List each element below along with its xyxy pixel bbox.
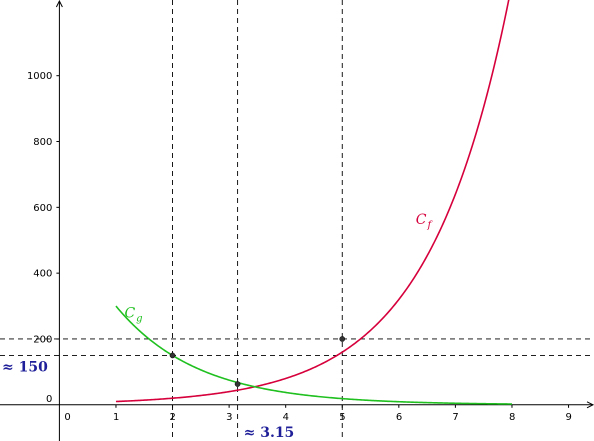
curve-c-g: [115, 305, 512, 405]
chart-labels: Cf Cg ≈ 150 ≈ 3.15: [2, 212, 434, 441]
x-tick-label: 9: [566, 412, 572, 423]
y-tick-label: 800: [33, 137, 52, 148]
x-tick-label: 4: [283, 412, 289, 423]
curve-label-c-g: Cg: [124, 306, 142, 325]
x-tick-label: 2: [170, 412, 176, 423]
y-tick-label: 1000: [27, 71, 52, 82]
x-tick-label: 5: [339, 412, 345, 423]
x-tick-label: 7: [452, 412, 458, 423]
y-tick-label: 600: [33, 203, 52, 214]
x-tick-label: 6: [396, 412, 402, 423]
intersection-point: [169, 352, 176, 359]
x-axis-arrow: [586, 401, 594, 409]
y-tick-label: 0: [46, 394, 52, 405]
tick-labels: 0 1 2 3 4 5 6 7 8 9 0 200 400 600 800 1000: [27, 71, 572, 423]
curve-label-c-f: Cf: [416, 212, 434, 231]
y-axis-arrow: [55, 0, 63, 8]
annotation-label: ≈ 150: [2, 359, 48, 375]
curve-label-subscript: f: [427, 220, 434, 231]
annotation-label: ≈ 3.15: [244, 425, 295, 441]
curve-c-f: [115, 0, 510, 403]
curves: [115, 0, 512, 405]
x-tick-label: 0: [64, 412, 70, 423]
intersection-point: [339, 336, 346, 342]
intersection-points: [169, 336, 346, 387]
x-tick-label: 1: [113, 412, 119, 423]
y-tick-label: 200: [33, 334, 52, 345]
x-tick-label: 8: [509, 412, 515, 423]
intersection-point: [234, 381, 241, 387]
curve-label-subscript: g: [136, 314, 142, 325]
x-tick-label: 3: [226, 412, 232, 423]
y-tick-label: 400: [33, 269, 52, 280]
